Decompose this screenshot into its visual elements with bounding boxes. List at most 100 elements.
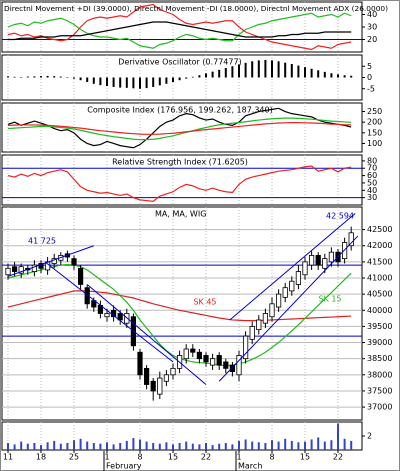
candle-body xyxy=(256,319,262,331)
annotation: 42 594 xyxy=(326,212,354,221)
bar xyxy=(277,441,280,450)
candle-body xyxy=(163,374,169,382)
bar xyxy=(106,442,108,450)
candle-body xyxy=(78,267,84,285)
bar xyxy=(53,440,56,450)
y-tick-label: 30 xyxy=(367,23,377,32)
bar xyxy=(271,60,273,78)
bar xyxy=(304,67,306,78)
bar xyxy=(66,443,69,450)
bar xyxy=(73,440,75,450)
series-line xyxy=(7,107,352,149)
trend-line xyxy=(218,235,359,382)
y-tick-label: 60 xyxy=(367,171,377,180)
panel xyxy=(1,154,363,206)
candle-body xyxy=(302,261,308,276)
candle-body xyxy=(282,287,288,298)
bar xyxy=(198,444,201,450)
bar xyxy=(172,444,174,450)
y-tick-label: 5 xyxy=(367,62,372,71)
candle-body xyxy=(236,355,242,376)
bar xyxy=(145,441,148,450)
bar xyxy=(7,443,9,450)
bar xyxy=(310,439,313,450)
x-tick-label: 11 xyxy=(3,453,13,462)
bar xyxy=(297,442,300,450)
candle-body xyxy=(5,267,11,276)
bar xyxy=(119,443,122,450)
panel xyxy=(1,1,363,53)
y-tick-label: 37500 xyxy=(367,386,392,395)
y-tick-label: 42000 xyxy=(367,241,392,250)
bar xyxy=(26,443,29,450)
bar xyxy=(337,423,339,450)
bar xyxy=(343,438,346,450)
bar xyxy=(271,440,273,450)
bar xyxy=(13,76,16,78)
panel-title: Directnl Movement +DI (39.0000), Directn… xyxy=(4,4,388,13)
bar xyxy=(343,75,346,78)
bar xyxy=(66,77,69,78)
bar xyxy=(231,66,234,78)
series-line xyxy=(7,122,352,135)
bar xyxy=(251,61,254,78)
bar xyxy=(337,74,339,78)
series-line xyxy=(7,12,352,49)
y-tick-label: 39000 xyxy=(367,338,392,347)
y-tick-label: 100 xyxy=(367,139,382,148)
bar xyxy=(297,65,300,78)
x-tick-label: 8 xyxy=(269,453,274,462)
candle-body xyxy=(137,351,143,376)
candle-body xyxy=(31,264,38,272)
bar xyxy=(132,438,135,450)
bar xyxy=(304,441,306,450)
y-tick-label: 80 xyxy=(367,156,377,165)
candle-body xyxy=(223,361,229,369)
annotation: 41 725 xyxy=(28,237,56,246)
bar xyxy=(79,438,82,450)
bar xyxy=(158,77,161,86)
bar xyxy=(112,444,115,450)
x-tick-label: 1 xyxy=(104,453,109,462)
candle-body xyxy=(190,348,196,353)
candle-body xyxy=(315,255,321,266)
candle-body xyxy=(295,271,302,285)
candle-body xyxy=(150,380,156,392)
bar xyxy=(40,445,42,450)
bar xyxy=(73,77,75,79)
x-tick-label: 25 xyxy=(69,453,79,462)
candle-body xyxy=(328,251,335,263)
bar xyxy=(112,77,115,87)
x-tick-label: 18 xyxy=(36,453,46,462)
candle-body xyxy=(216,355,222,366)
bar xyxy=(330,73,333,78)
y-tick-label: 200 xyxy=(367,118,382,127)
bar xyxy=(185,441,188,450)
month-label: February xyxy=(106,462,142,471)
y-tick-label: 37000 xyxy=(367,403,392,412)
candle-body xyxy=(183,348,189,360)
bar xyxy=(165,77,168,84)
panel-title: MA, MA, WIG xyxy=(155,210,206,219)
bar xyxy=(46,442,49,450)
bar xyxy=(205,443,207,450)
bar xyxy=(99,443,102,450)
bar xyxy=(53,76,56,78)
bar xyxy=(139,77,141,89)
candle-body xyxy=(11,266,18,272)
bar xyxy=(224,443,227,450)
y-tick-label: 38500 xyxy=(367,354,392,363)
bar xyxy=(158,443,161,450)
bar xyxy=(33,443,36,450)
candle-body xyxy=(262,313,269,324)
x-tick-label: 8 xyxy=(137,453,142,462)
candle-body xyxy=(322,258,328,269)
y-tick-label: 70 xyxy=(367,164,377,173)
bar xyxy=(92,77,95,84)
y-tick-label: 41500 xyxy=(367,257,392,266)
bar xyxy=(257,60,260,78)
bar xyxy=(330,440,333,450)
x-tick-label: 22 xyxy=(333,453,343,462)
bar xyxy=(152,77,155,87)
bar xyxy=(277,61,280,78)
